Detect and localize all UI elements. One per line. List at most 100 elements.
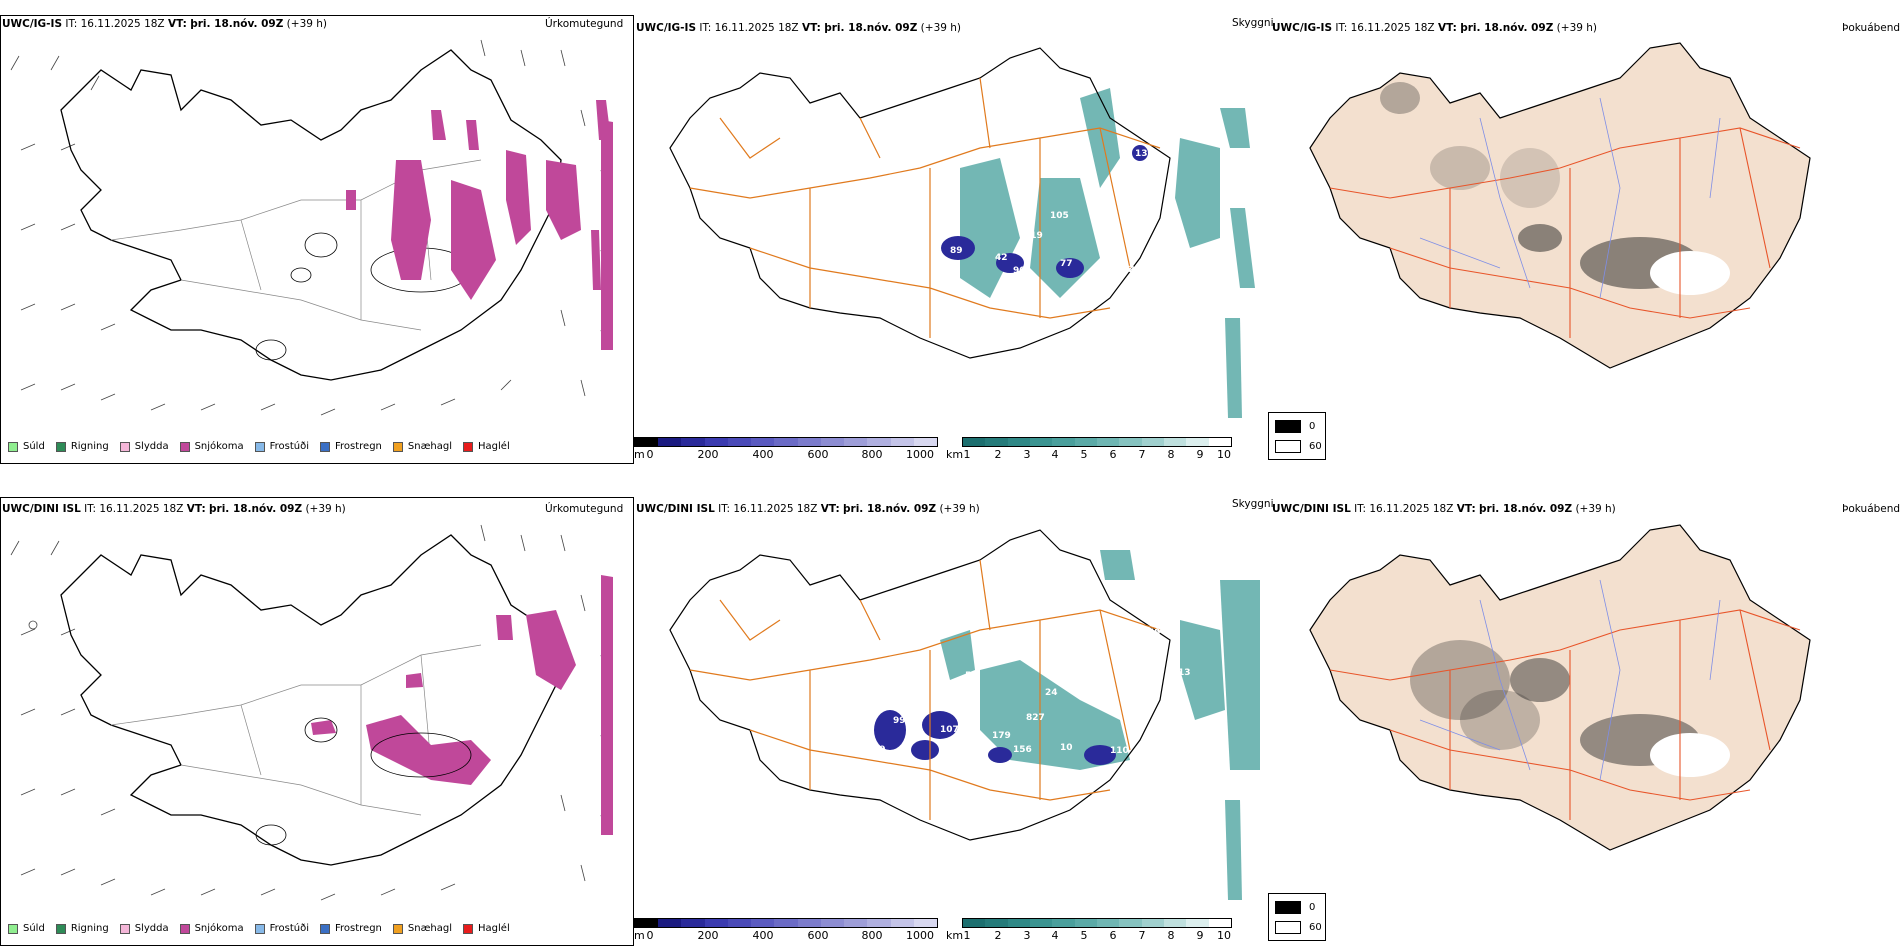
tick: 5 xyxy=(1080,929,1088,942)
panel-title-cloud-1: Skyggni xyxy=(1232,17,1274,29)
fog-key-bottom: 60 xyxy=(1309,922,1322,933)
legend-label: Frostúði xyxy=(269,441,309,452)
legend-swatch xyxy=(320,923,330,934)
tick: 1 xyxy=(963,448,971,461)
cloudbase-ticks-1: 0 200 400 600 800 1000 xyxy=(646,448,936,462)
cbar-seg xyxy=(1029,919,1053,927)
it-value: 16.11.2025 18Z xyxy=(1350,22,1435,34)
value-label: 827 xyxy=(1026,713,1045,723)
legend-item-sudd: Súld xyxy=(8,923,45,934)
it-label: IT: xyxy=(65,18,78,30)
cbar-seg xyxy=(1141,919,1164,927)
low-cloud-areas xyxy=(941,145,1148,278)
cbar-seg xyxy=(751,919,775,927)
fog-swatch-light xyxy=(1275,440,1301,453)
tick: 2 xyxy=(994,929,1002,942)
visibility-areas xyxy=(940,550,1260,900)
roads xyxy=(110,159,482,331)
legend-label: Snjókoma xyxy=(194,441,244,452)
cbar-seg xyxy=(797,919,821,927)
legend-label: Haglél xyxy=(478,923,510,934)
cbar-seg xyxy=(1074,438,1097,446)
precip-map-frame-1 xyxy=(0,15,634,464)
model-name: UWC/IG-IS xyxy=(636,22,697,34)
roads xyxy=(1329,127,1801,338)
tick: 200 xyxy=(697,448,719,461)
tick: 2 xyxy=(994,448,1002,461)
cbar-seg xyxy=(1163,438,1187,446)
calm-marker xyxy=(28,620,38,630)
it-label: IT: xyxy=(718,503,731,515)
cbar-seg xyxy=(1052,438,1075,446)
cloudbase-ticks-2: 0 200 400 600 800 1000 xyxy=(646,929,936,943)
visibility-ticks-1: 1 2 3 4 5 6 7 8 9 10 xyxy=(962,448,1232,462)
value-label: 110 xyxy=(1110,746,1129,756)
cbar-seg xyxy=(844,919,868,927)
cbar-seg xyxy=(844,438,868,446)
legend-swatch xyxy=(320,441,330,452)
legend-swatch xyxy=(254,923,265,934)
legend-swatch xyxy=(463,923,474,934)
value-label: 105 xyxy=(1050,211,1069,221)
cbar-seg xyxy=(774,919,798,927)
cloudbase-colorbar-2 xyxy=(634,918,938,928)
cbar-seg xyxy=(913,919,938,927)
tick: 4 xyxy=(1051,448,1059,461)
tick: 600 xyxy=(807,448,829,461)
legend-swatch xyxy=(254,441,265,452)
tick: 10 xyxy=(1217,448,1231,461)
legend-swatch xyxy=(55,923,66,934)
it-label: IT: xyxy=(699,22,712,34)
lead-time: (+39 h) xyxy=(920,22,962,34)
tick: 0 xyxy=(646,448,654,461)
lead-time: (+39 h) xyxy=(1556,22,1598,34)
legend-item-snaehagl: Snæhagl xyxy=(392,923,453,934)
tick: 10 xyxy=(1217,929,1231,942)
legend-item-frostregn: Frostregn xyxy=(320,441,382,452)
model-name: UWC/DINI ISL xyxy=(2,503,81,515)
precip-map-1 xyxy=(10,39,613,416)
it-label: IT: xyxy=(1354,503,1367,515)
legend-label: Snæhagl xyxy=(407,441,453,452)
cbar-seg xyxy=(867,919,891,927)
value-label: 59 xyxy=(1148,628,1161,638)
value-label: 99 xyxy=(893,716,906,726)
legend-item-sudd: Súld xyxy=(8,441,45,452)
lead-time: (+39 h) xyxy=(1575,503,1616,515)
cloudbase-colorbar-1 xyxy=(634,437,938,447)
cbar-seg xyxy=(1096,438,1120,446)
value-label: 130 xyxy=(1135,149,1154,159)
value-label: 90 xyxy=(1013,266,1026,276)
legend-swatch xyxy=(392,441,403,452)
legend-item-frostregn: Frostregn xyxy=(320,923,382,934)
value-label: 24 xyxy=(1045,688,1058,698)
legend-item-snjokoma: Snjókoma xyxy=(179,923,244,934)
cbar-seg xyxy=(913,438,938,446)
fog-key-1: 0 60 xyxy=(1268,412,1326,460)
roads xyxy=(1329,609,1801,820)
lead-time: (+39 h) xyxy=(305,503,346,515)
tick: 0 xyxy=(646,929,654,942)
legend-label: Frostregn xyxy=(335,441,382,452)
vt-label: VT: xyxy=(1456,503,1476,515)
iceland-coast xyxy=(669,47,1171,359)
visibility-unit: km xyxy=(946,448,964,461)
it-label: IT: xyxy=(84,503,97,515)
model-name: UWC/DINI ISL xyxy=(1272,503,1351,515)
value-label: 77 xyxy=(1172,683,1185,693)
legend-label: Snæhagl xyxy=(407,923,453,934)
low-cloud-areas xyxy=(874,710,1116,765)
value-label: 156 xyxy=(1013,745,1032,755)
value-label: 77 xyxy=(1060,259,1073,269)
value-labels: 89 90 219 105 130 29 244 172 42 77 xyxy=(950,149,1154,276)
rivers xyxy=(1419,97,1721,299)
value-label: 107 xyxy=(940,725,959,735)
vt-value: þri. 18.nóv. 09Z xyxy=(1460,22,1554,34)
value-label: 10 xyxy=(1060,743,1073,753)
legend-item-snjokoma: Snjókoma xyxy=(179,441,244,452)
tick: 5 xyxy=(1080,448,1088,461)
it-value: 16.11.2025 18Z xyxy=(99,503,184,515)
value-label: 179 xyxy=(992,731,1011,741)
iceland-coast xyxy=(669,529,1171,841)
fog-map-1 xyxy=(1309,42,1811,369)
